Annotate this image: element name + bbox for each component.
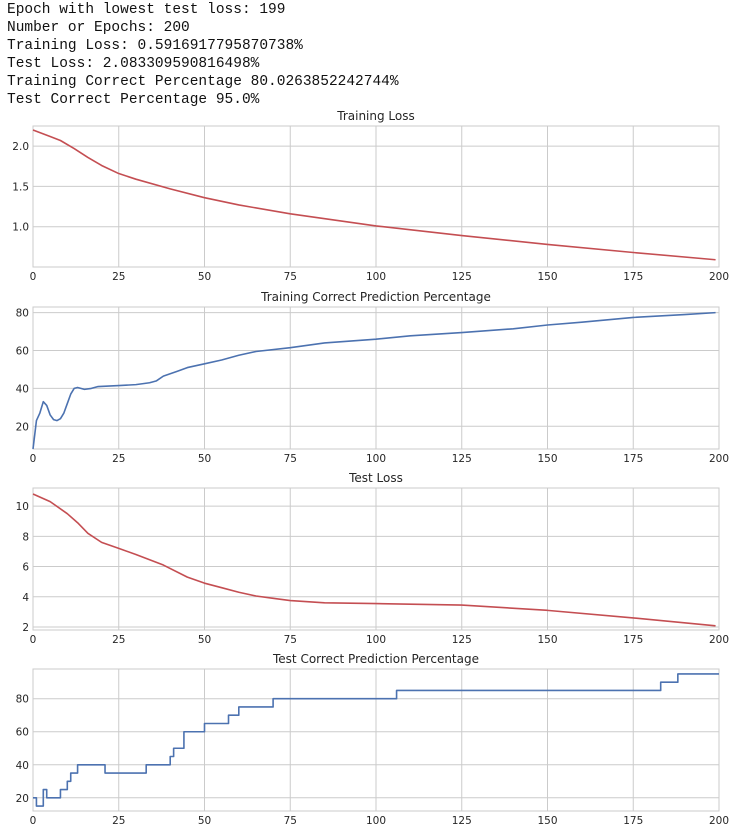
series-line bbox=[33, 673, 719, 807]
y-tick-label: 60 bbox=[16, 727, 29, 739]
y-tick-label: 80 bbox=[16, 694, 29, 706]
x-tick-label: 150 bbox=[537, 815, 557, 827]
y-tick-label: 40 bbox=[16, 760, 29, 772]
x-tick-label: 25 bbox=[112, 815, 125, 827]
stats-printout: Epoch with lowest test loss: 199 Number … bbox=[7, 1, 399, 109]
x-tick-label: 50 bbox=[198, 815, 211, 827]
x-tick-label: 50 bbox=[198, 271, 211, 283]
x-tick-label: 0 bbox=[30, 815, 37, 827]
y-tick-label: 6 bbox=[22, 562, 29, 574]
series-line bbox=[32, 493, 716, 627]
x-tick-label: 125 bbox=[452, 453, 472, 465]
stats-line: Epoch with lowest test loss: 199 bbox=[7, 2, 286, 18]
x-tick-label: 25 bbox=[112, 634, 125, 646]
x-tick-label: 175 bbox=[623, 815, 643, 827]
x-tick-label: 175 bbox=[623, 453, 643, 465]
x-tick-label: 150 bbox=[537, 634, 557, 646]
y-tick-label: 8 bbox=[22, 531, 29, 543]
x-tick-label: 200 bbox=[709, 634, 729, 646]
y-tick-label: 20 bbox=[16, 793, 29, 805]
x-tick-label: 125 bbox=[452, 815, 472, 827]
plot-frame bbox=[32, 306, 720, 450]
x-tick-label: 25 bbox=[112, 453, 125, 465]
x-tick-label: 100 bbox=[366, 815, 386, 827]
stats-line: Test Loss: 2.083309590816498% bbox=[7, 56, 260, 72]
x-tick-label: 0 bbox=[30, 453, 37, 465]
y-tick-label: 20 bbox=[16, 421, 29, 433]
y-tick-label: 1.0 bbox=[12, 222, 29, 234]
x-tick-label: 75 bbox=[284, 453, 297, 465]
x-tick-label: 100 bbox=[366, 453, 386, 465]
x-tick-label: 125 bbox=[452, 271, 472, 283]
x-tick-label: 75 bbox=[284, 634, 297, 646]
x-tick-label: 100 bbox=[366, 634, 386, 646]
x-tick-label: 125 bbox=[452, 634, 472, 646]
x-tick-label: 150 bbox=[537, 453, 557, 465]
x-tick-label: 175 bbox=[623, 634, 643, 646]
x-tick-label: 75 bbox=[284, 271, 297, 283]
x-tick-label: 0 bbox=[30, 271, 37, 283]
y-tick-label: 4 bbox=[22, 592, 29, 604]
x-tick-label: 0 bbox=[30, 634, 37, 646]
x-tick-label: 50 bbox=[198, 453, 211, 465]
y-tick-label: 10 bbox=[16, 501, 29, 513]
x-tick-label: 100 bbox=[366, 271, 386, 283]
stats-line: Test Correct Percentage 95.0% bbox=[7, 92, 260, 108]
x-tick-label: 200 bbox=[709, 453, 729, 465]
x-tick-label: 150 bbox=[537, 271, 557, 283]
chart-title: Training Correct Prediction Percentage bbox=[260, 290, 491, 304]
y-tick-label: 2.0 bbox=[12, 141, 29, 153]
y-tick-label: 80 bbox=[16, 308, 29, 320]
y-tick-label: 60 bbox=[16, 346, 29, 358]
stats-line: Training Loss: 0.5916917795870738% bbox=[7, 38, 303, 54]
x-tick-label: 75 bbox=[284, 815, 297, 827]
stats-line: Number or Epochs: 200 bbox=[7, 20, 190, 36]
y-tick-label: 1.5 bbox=[12, 181, 29, 193]
x-tick-label: 50 bbox=[198, 634, 211, 646]
stats-line: Training Correct Percentage 80.026385224… bbox=[7, 74, 399, 90]
x-tick-label: 175 bbox=[623, 271, 643, 283]
plot-frame bbox=[32, 125, 720, 268]
chart-title: Test Loss bbox=[348, 471, 403, 485]
x-tick-label: 200 bbox=[709, 815, 729, 827]
x-tick-label: 25 bbox=[112, 271, 125, 283]
plot-frame bbox=[32, 487, 720, 631]
y-tick-label: 2 bbox=[22, 622, 29, 634]
x-tick-label: 200 bbox=[709, 271, 729, 283]
series-line bbox=[32, 129, 716, 261]
chart-title: Test Correct Prediction Percentage bbox=[272, 652, 479, 666]
chart-title: Training Loss bbox=[336, 109, 414, 123]
plot-frame bbox=[32, 668, 720, 812]
y-tick-label: 40 bbox=[16, 383, 29, 395]
series-line bbox=[32, 311, 716, 450]
